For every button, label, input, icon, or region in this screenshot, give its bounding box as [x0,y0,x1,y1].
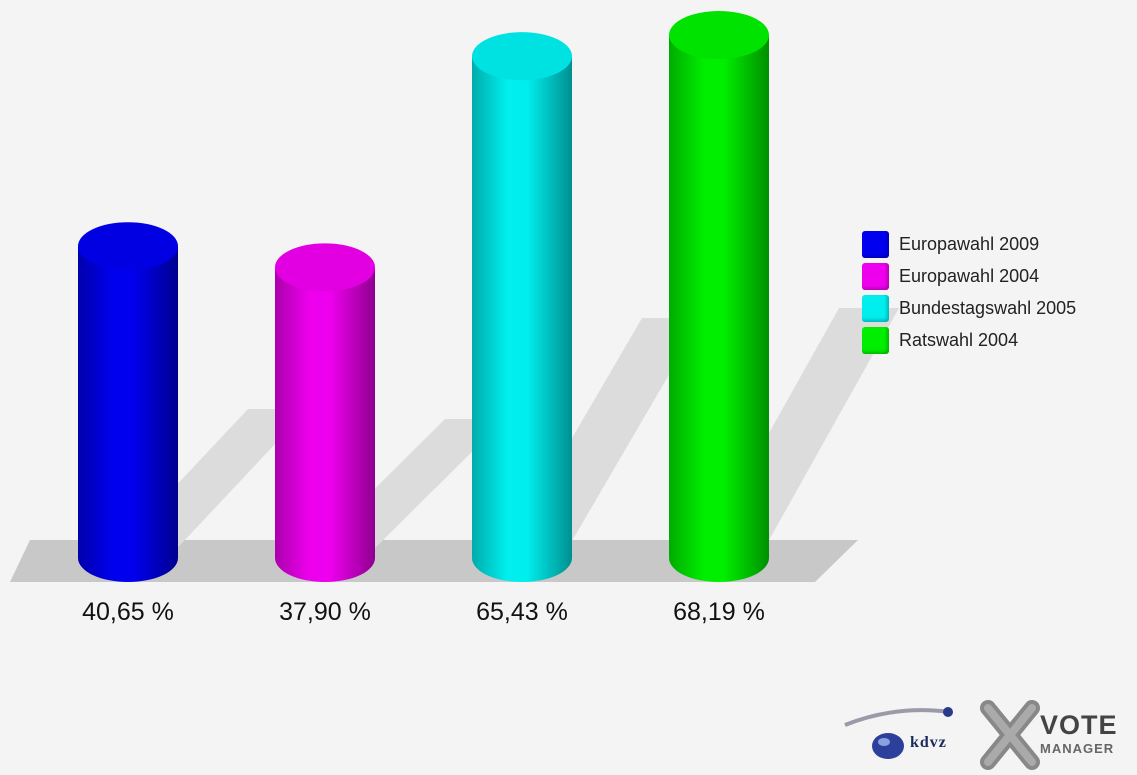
bar-2 [275,243,375,582]
value-label: 65,43 % [476,598,568,626]
value-label: 68,19 % [673,598,765,626]
kdvz-vote-manager-logo: kdvz VOTE MANAGER [840,700,1137,770]
bar-body [669,35,769,582]
value-label: 40,65 % [82,598,174,626]
bar-top [472,32,572,81]
legend-swatch [862,326,889,354]
legend-swatch [862,230,889,258]
legend-item: Europawahl 2009 [862,228,1076,260]
logo-kdvz-text: kdvz [910,734,947,751]
legend-item: Ratswahl 2004 [862,324,1076,356]
value-label: 37,90 % [279,598,371,626]
bar-body [78,246,178,583]
legend-item: Europawahl 2004 [862,260,1076,292]
bar-top [78,222,178,271]
legend-label: Europawahl 2009 [899,233,1040,254]
logo-vote-text: VOTE [1040,710,1118,740]
legend-label: Europawahl 2004 [899,265,1040,286]
bar-1 [78,222,178,583]
legend-label: Ratswahl 2004 [899,329,1019,350]
bar-top [669,11,769,59]
bar-body [472,56,572,582]
bar-group [78,11,769,583]
chart-floor-shadow [10,540,858,582]
logo-graphic [844,700,1040,770]
legend-item: Bundestagswahl 2005 [862,292,1076,324]
legend-swatch [862,262,889,290]
bar-3 [472,32,572,582]
bar-body [275,267,375,582]
bar-4 [669,11,769,582]
legend-swatch [862,294,889,322]
legend: Europawahl 2009 Europawahl 2004 Bundestags… [862,228,1076,356]
legend-label: Bundestagswahl 2005 [899,297,1077,318]
logo-manager-text: MANAGER [1040,741,1115,756]
bar-top [275,243,375,292]
